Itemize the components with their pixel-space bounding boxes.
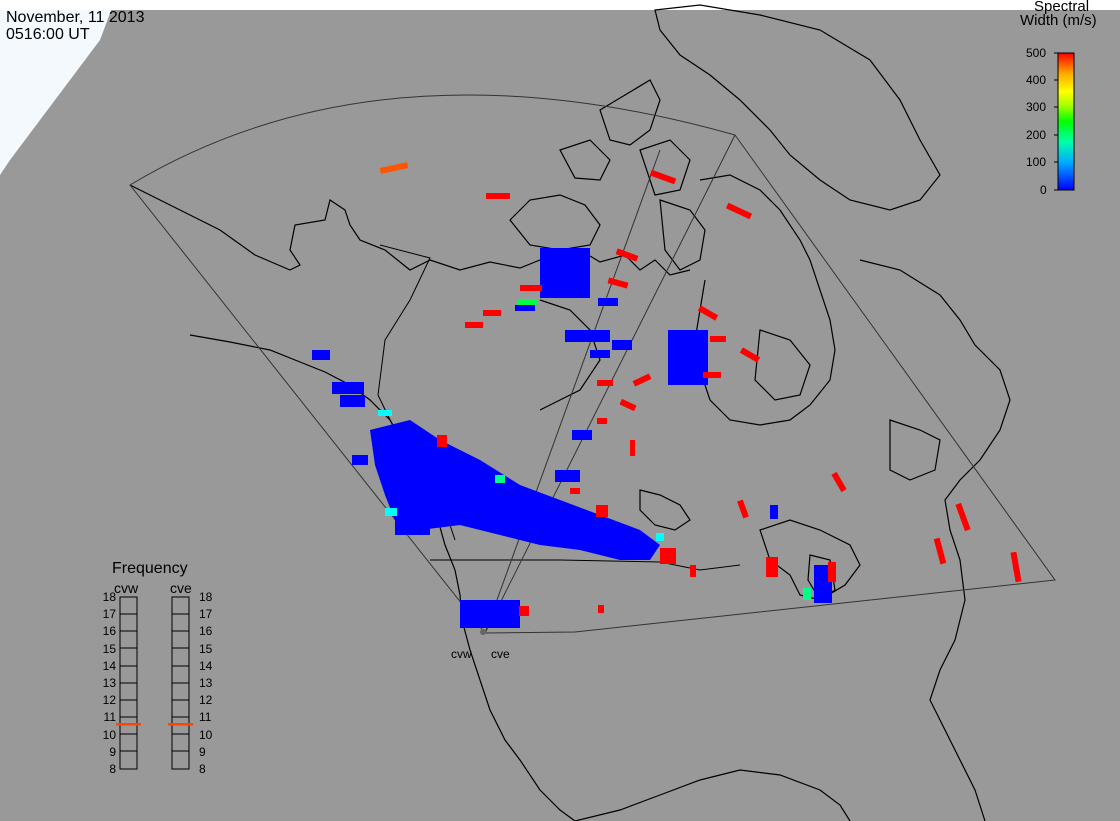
frequency-tick-label-left: 10 (102, 727, 116, 742)
echoes-low-width (312, 248, 832, 628)
frequency-tick-label-left: 9 (109, 744, 116, 759)
frequency-tick-label-right: 11 (199, 710, 212, 725)
date-label: November, 11 2013 (6, 9, 145, 26)
colorbar-tick-label: 300 (1026, 100, 1047, 114)
colorbar (1057, 52, 1075, 191)
frequency-tick-label-right: 10 (199, 727, 213, 742)
frequency-tick-label-left: 8 (109, 762, 116, 776)
frequency-tick-label-right: 9 (199, 744, 206, 759)
colorbar-tick-label: 0 (1040, 183, 1047, 197)
frequency-tick-label-left: 14 (102, 658, 116, 673)
time-label: 0516:00 UT (6, 26, 90, 43)
colorbar-tick-label: 200 (1026, 128, 1047, 142)
frequency-tick-label-right: 8 (199, 762, 206, 776)
frequency-tick-label-right: 17 (199, 607, 213, 622)
echoes-high-width (437, 169, 1022, 616)
top-margin (0, 0, 1120, 10)
echoes-mid-width (378, 162, 811, 600)
frequency-tick-label-right: 18 (199, 590, 213, 604)
frequency-tick-label-left: 17 (102, 607, 116, 622)
frequency-tick-label-left: 12 (102, 693, 116, 708)
colorbar-tick-label: 400 (1026, 73, 1047, 87)
frequency-radar-label-cvw: cvw (114, 580, 139, 596)
site-label-cvw: cvw (451, 647, 472, 661)
colorbar-title-line2: Width (m/s) (1020, 12, 1097, 29)
colorbar-ticks (1054, 52, 1058, 191)
site-label-cve: cve (491, 647, 510, 661)
colorbar-tick-label: 100 (1026, 155, 1047, 169)
radar-site-marker (480, 629, 486, 635)
frequency-gridlines (120, 613, 189, 752)
frequency-tick-label-right: 13 (199, 676, 213, 690)
frequency-tick-label-left: 18 (102, 590, 116, 604)
colorbar-title-line1: Spectral (1034, 0, 1090, 15)
frequency-radar-label-cve: cve (170, 580, 192, 596)
ice-cap-region (0, 0, 115, 175)
frequency-tick-label-left: 11 (103, 710, 116, 725)
frequency-tick-label-right: 16 (199, 624, 213, 639)
frequency-tick-label-right: 14 (199, 658, 213, 673)
frequency-tick-label-left: 15 (102, 641, 116, 656)
frequency-tick-label-left: 13 (102, 676, 116, 690)
frequency-tick-label-right: 12 (199, 693, 213, 708)
frequency-tick-label-left: 16 (102, 624, 116, 639)
frequency-title: Frequency (112, 560, 188, 577)
frequency-tick-label-right: 15 (199, 641, 213, 656)
colorbar-tick-label: 500 (1026, 46, 1047, 60)
